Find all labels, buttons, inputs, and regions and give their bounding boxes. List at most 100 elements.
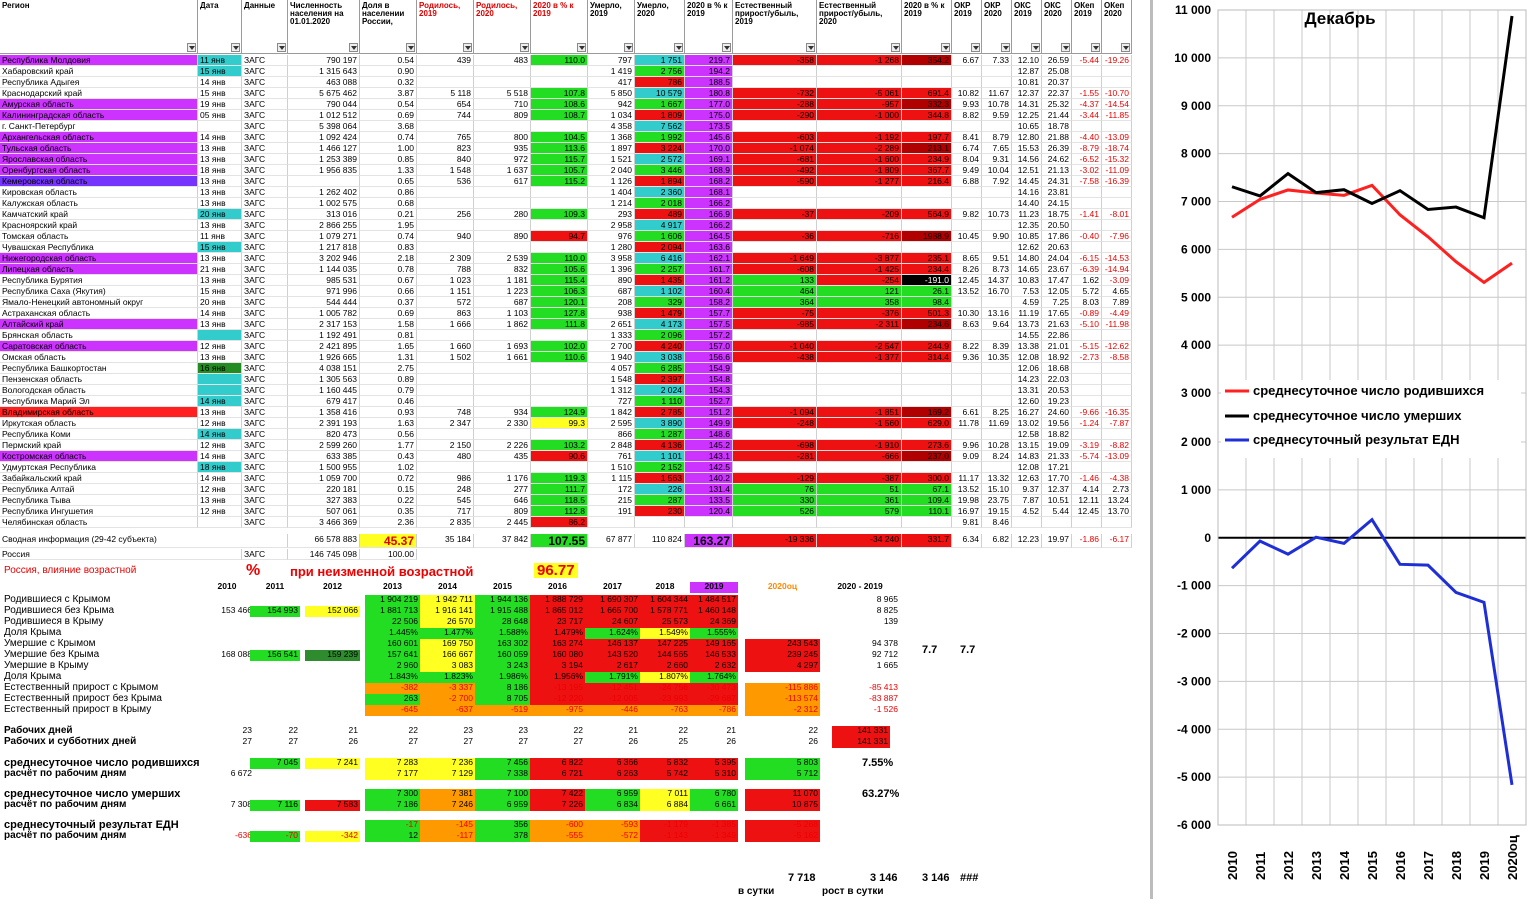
cell-o6[interactable]: -7.87 xyxy=(1102,418,1132,429)
cell-b20[interactable] xyxy=(474,374,531,385)
cell-d19[interactable]: 866 xyxy=(588,429,635,440)
cell-dp[interactable]: 142.5 xyxy=(685,462,733,473)
cell-o6[interactable]: -19.26 xyxy=(1102,55,1132,66)
cell-np[interactable] xyxy=(902,462,952,473)
cell-np[interactable]: 300.0 xyxy=(902,473,952,484)
cell-o1[interactable]: 8.26 xyxy=(952,264,982,275)
cell-o4[interactable]: 21.63 xyxy=(1042,319,1072,330)
cell-d20[interactable]: 2 018 xyxy=(635,198,685,209)
cell-z[interactable]: ЗАГС xyxy=(242,418,288,429)
cell-b19[interactable]: 788 xyxy=(417,264,474,275)
cell-n19[interactable]: -36 xyxy=(733,231,817,242)
cell-b20[interactable]: 809 xyxy=(474,506,531,517)
summary-b20[interactable]: 37 842 xyxy=(474,534,531,548)
cell-d20[interactable]: 1 435 xyxy=(635,275,685,286)
cell-o1[interactable]: 8.41 xyxy=(952,132,982,143)
cell-bp[interactable]: 109.3 xyxy=(531,209,588,220)
cell-n19[interactable] xyxy=(733,517,817,528)
summary-dp[interactable]: 163.27 xyxy=(685,534,733,548)
cell-b20[interactable]: 2 445 xyxy=(474,517,531,528)
cell-z[interactable]: ЗАГС xyxy=(242,451,288,462)
cell-z[interactable]: ЗАГС xyxy=(242,253,288,264)
cell-n19[interactable]: -75 xyxy=(733,308,817,319)
cell-b19[interactable]: 1 023 xyxy=(417,275,474,286)
cell-bp[interactable]: 105.6 xyxy=(531,264,588,275)
cell-o3[interactable]: 12.08 xyxy=(1012,462,1042,473)
cell-b20[interactable]: 934 xyxy=(474,407,531,418)
cell-o4[interactable]: 10.51 xyxy=(1042,495,1072,506)
cell-o1[interactable]: 9.93 xyxy=(952,99,982,110)
cell-o3[interactable]: 12.37 xyxy=(1012,88,1042,99)
cell-dp[interactable]: 166.9 xyxy=(685,209,733,220)
cell-n[interactable]: Архангельская область xyxy=(0,132,198,143)
cell-o6[interactable] xyxy=(1102,396,1132,407)
cell-n19[interactable]: -681 xyxy=(733,154,817,165)
cell-n[interactable]: Челябинская область xyxy=(0,517,198,528)
cell-o4[interactable]: 19.56 xyxy=(1042,418,1072,429)
filter-dropdown-icon[interactable] xyxy=(1031,43,1040,52)
cell-n19[interactable]: -1 649 xyxy=(733,253,817,264)
cell-p[interactable]: 1 005 782 xyxy=(288,308,360,319)
cell-o6[interactable]: -11.98 xyxy=(1102,319,1132,330)
cell-n20[interactable]: -957 xyxy=(817,99,902,110)
cell-np[interactable] xyxy=(902,77,952,88)
cell-o2[interactable] xyxy=(982,330,1012,341)
cell-s[interactable]: 1.31 xyxy=(360,352,417,363)
cell-n[interactable]: Омская область xyxy=(0,352,198,363)
cell-b19[interactable]: 1 666 xyxy=(417,319,474,330)
cell-d[interactable]: 12 янв xyxy=(198,418,242,429)
cell-np[interactable] xyxy=(902,198,952,209)
cell-o6[interactable] xyxy=(1102,462,1132,473)
cell-d[interactable]: 15 янв xyxy=(198,66,242,77)
cell-o5[interactable] xyxy=(1072,374,1102,385)
cell-n20[interactable]: -254 xyxy=(817,275,902,286)
cell-b19[interactable] xyxy=(417,220,474,231)
cell-d19[interactable]: 1 214 xyxy=(588,198,635,209)
cell-o2[interactable] xyxy=(982,396,1012,407)
cell-d[interactable]: 13 янв xyxy=(198,495,242,506)
filter-dropdown-icon[interactable] xyxy=(891,43,900,52)
cell-o6[interactable]: -14.53 xyxy=(1102,253,1132,264)
cell-d20[interactable]: 2 096 xyxy=(635,330,685,341)
cell-b19[interactable] xyxy=(417,77,474,88)
cell-s[interactable]: 0.56 xyxy=(360,429,417,440)
cell-d19[interactable]: 1 404 xyxy=(588,187,635,198)
cell-z[interactable]: ЗАГС xyxy=(242,385,288,396)
cell-b20[interactable]: 280 xyxy=(474,209,531,220)
cell-b20[interactable]: 1 176 xyxy=(474,473,531,484)
cell-o1[interactable]: 11.17 xyxy=(952,473,982,484)
cell-d20[interactable]: 2 397 xyxy=(635,374,685,385)
cell-d20[interactable]: 2 152 xyxy=(635,462,685,473)
cell-o4[interactable]: 21.44 xyxy=(1042,110,1072,121)
filter-dropdown-icon[interactable] xyxy=(577,43,586,52)
cell-n[interactable]: Краснодарский край xyxy=(0,88,198,99)
cell-o1[interactable]: 6.74 xyxy=(952,143,982,154)
cell-dp[interactable]: 154.3 xyxy=(685,385,733,396)
cell-n20[interactable] xyxy=(817,374,902,385)
cell-z[interactable]: ЗАГС xyxy=(242,396,288,407)
cell-z[interactable]: ЗАГС xyxy=(242,275,288,286)
cell-o6[interactable]: 13.70 xyxy=(1102,506,1132,517)
cell-bp[interactable] xyxy=(531,77,588,88)
cell-o2[interactable]: 16.70 xyxy=(982,286,1012,297)
cell-s[interactable]: 0.46 xyxy=(360,396,417,407)
cell-z[interactable]: ЗАГС xyxy=(242,440,288,451)
cell-dp[interactable]: 149.9 xyxy=(685,418,733,429)
cell-b20[interactable]: 687 xyxy=(474,297,531,308)
cell-b19[interactable]: 765 xyxy=(417,132,474,143)
cell-o2[interactable]: 7.92 xyxy=(982,176,1012,187)
cell-s[interactable]: 0.81 xyxy=(360,330,417,341)
cell-n20[interactable]: -716 xyxy=(817,231,902,242)
cell-o2[interactable]: 8.25 xyxy=(982,407,1012,418)
cell-n19[interactable]: 133 xyxy=(733,275,817,286)
cell-o3[interactable]: 7.53 xyxy=(1012,286,1042,297)
cell-d[interactable]: 11 янв xyxy=(198,231,242,242)
cell-b19[interactable]: 248 xyxy=(417,484,474,495)
cell-p[interactable]: 544 444 xyxy=(288,297,360,308)
cell-o6[interactable]: -4.38 xyxy=(1102,473,1132,484)
cell-o2[interactable] xyxy=(982,462,1012,473)
cell-np[interactable]: 234.9 xyxy=(902,154,952,165)
cell-bp[interactable] xyxy=(531,242,588,253)
cell-o2[interactable] xyxy=(982,121,1012,132)
